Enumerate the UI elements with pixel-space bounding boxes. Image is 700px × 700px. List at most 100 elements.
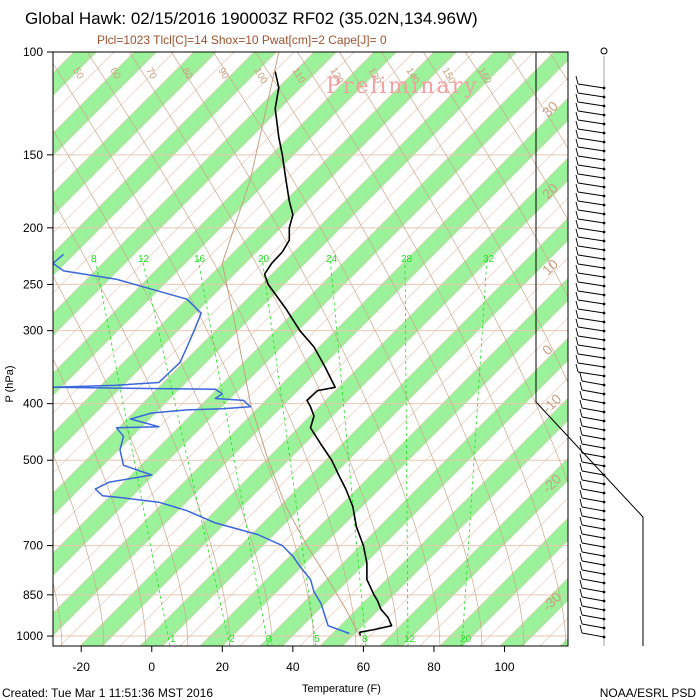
isotherm-band bbox=[53, 52, 568, 576]
wind-barb bbox=[581, 443, 605, 449]
isotherm-line bbox=[53, 52, 455, 454]
isotherm-band bbox=[53, 52, 157, 156]
isotherm-line bbox=[179, 257, 568, 646]
wind-barb bbox=[581, 587, 605, 593]
x-tick-label: 40 bbox=[286, 660, 300, 674]
isotherm-line bbox=[53, 52, 535, 534]
isotherm-line bbox=[159, 237, 568, 646]
chart-subtitle: Plcl=1023 Tlcl[C]=14 Shox=10 Pwat[cm]=2 … bbox=[97, 33, 387, 47]
wind-barb-flag bbox=[579, 426, 583, 436]
y-axis-ticks: 100 150 200 250 300 400 500 700 850 1000 bbox=[16, 45, 53, 643]
wind-barb-flag bbox=[575, 237, 579, 247]
isotherm-label: 50 bbox=[70, 66, 85, 82]
wind-barb-dot bbox=[602, 500, 606, 504]
wind-barb bbox=[577, 191, 605, 197]
mixing-ratio-label: 12 bbox=[138, 254, 150, 265]
mixing-ratio-bottom-label: 5 bbox=[314, 634, 320, 645]
wind-barb bbox=[577, 146, 605, 152]
wind-barb-dot bbox=[602, 563, 606, 567]
wind-barb bbox=[577, 290, 605, 296]
wind-barb bbox=[577, 200, 605, 206]
dry-adiabat bbox=[297, 52, 567, 646]
y-tick-label: 300 bbox=[23, 324, 43, 338]
wind-barb bbox=[577, 299, 605, 305]
dry-adiabat bbox=[53, 63, 315, 646]
wind-barb-flag bbox=[575, 354, 579, 364]
wind-barb bbox=[581, 560, 605, 566]
wind-barb-dot bbox=[602, 446, 606, 450]
wind-barb-flag bbox=[579, 507, 583, 517]
isotherm-band bbox=[53, 52, 277, 276]
isotherm-band bbox=[53, 52, 397, 396]
wind-barb bbox=[577, 137, 605, 143]
wind-barb-flag bbox=[575, 111, 579, 121]
isotherm-label: 90 bbox=[215, 66, 230, 82]
wind-barb-flag bbox=[575, 201, 579, 211]
wind-barb bbox=[581, 515, 605, 521]
wind-barb-dot bbox=[602, 176, 606, 180]
wind-barb-flag bbox=[579, 435, 583, 445]
isotherm-line bbox=[53, 52, 395, 394]
wind-barb bbox=[581, 623, 605, 629]
x-tick-label: 20 bbox=[216, 660, 230, 674]
wind-barb bbox=[581, 533, 605, 539]
wind-barb-dot bbox=[602, 113, 606, 117]
wind-barb-dot bbox=[602, 419, 606, 423]
wind-barb bbox=[581, 389, 605, 395]
wind-barb-dot bbox=[602, 455, 606, 459]
y-tick-label: 150 bbox=[23, 148, 43, 162]
wind-barb bbox=[577, 371, 605, 377]
wind-barb-dot bbox=[602, 491, 606, 495]
wind-barb-flag bbox=[579, 552, 583, 562]
mixing-ratio-labels: 8 12 16 20 24 28 321 2 3 5 8 12 20 bbox=[91, 254, 495, 645]
wind-barb-dot bbox=[602, 122, 606, 126]
wind-barb-dot bbox=[602, 392, 606, 396]
wind-barb-dot bbox=[602, 230, 606, 234]
wind-barb-dot bbox=[602, 194, 606, 198]
wind-barb-flag bbox=[579, 381, 583, 391]
wind-hodograph-outline bbox=[535, 52, 644, 646]
wind-barb-dot bbox=[602, 572, 606, 576]
wind-barb bbox=[577, 263, 605, 269]
wind-barb-dot bbox=[602, 275, 606, 279]
isotherm-band bbox=[53, 98, 568, 636]
wind-barb-dot bbox=[602, 509, 606, 513]
isotherm-line bbox=[53, 52, 515, 514]
wind-barb-flag bbox=[575, 282, 579, 292]
wind-barb-dot bbox=[602, 410, 606, 414]
wind-barb-flag bbox=[575, 102, 579, 112]
wind-barb-dot bbox=[602, 437, 606, 441]
isotherm-line bbox=[53, 52, 55, 54]
wind-barb-dot bbox=[602, 347, 606, 351]
mixing-ratio-bottom-label: 12 bbox=[404, 634, 416, 645]
wind-barb-dot bbox=[602, 239, 606, 243]
wind-barb-dot bbox=[602, 311, 606, 315]
wind-barb bbox=[577, 353, 605, 359]
wind-barb-flag bbox=[579, 480, 583, 490]
wind-barb bbox=[577, 308, 605, 314]
isotherm-line bbox=[53, 52, 355, 354]
y-tick-label: 1000 bbox=[16, 629, 43, 643]
wind-barb-flag bbox=[579, 390, 583, 400]
wind-barb-dot bbox=[602, 545, 606, 549]
wind-barb-dot bbox=[602, 527, 606, 531]
wind-barb bbox=[581, 614, 605, 620]
wind-barb-flag bbox=[579, 597, 583, 607]
isotherm-line bbox=[419, 497, 568, 646]
wind-barb bbox=[577, 362, 605, 368]
dry-adiabat bbox=[549, 52, 568, 82]
wind-barb-flag bbox=[575, 318, 579, 328]
wind-barb-dot bbox=[602, 464, 606, 468]
isotherm-band bbox=[53, 52, 457, 456]
wind-barb-flag bbox=[579, 615, 583, 625]
isotherm-band bbox=[620, 52, 700, 646]
wind-barb bbox=[581, 425, 605, 431]
wind-barb-dot bbox=[602, 212, 606, 216]
wind-barb-flag bbox=[579, 489, 583, 499]
wind-barb-flag bbox=[579, 462, 583, 472]
wind-barb-flag bbox=[575, 183, 579, 193]
dry-adiabat bbox=[53, 358, 147, 646]
isotherm-line bbox=[319, 397, 568, 646]
y-tick-label: 100 bbox=[23, 45, 43, 59]
